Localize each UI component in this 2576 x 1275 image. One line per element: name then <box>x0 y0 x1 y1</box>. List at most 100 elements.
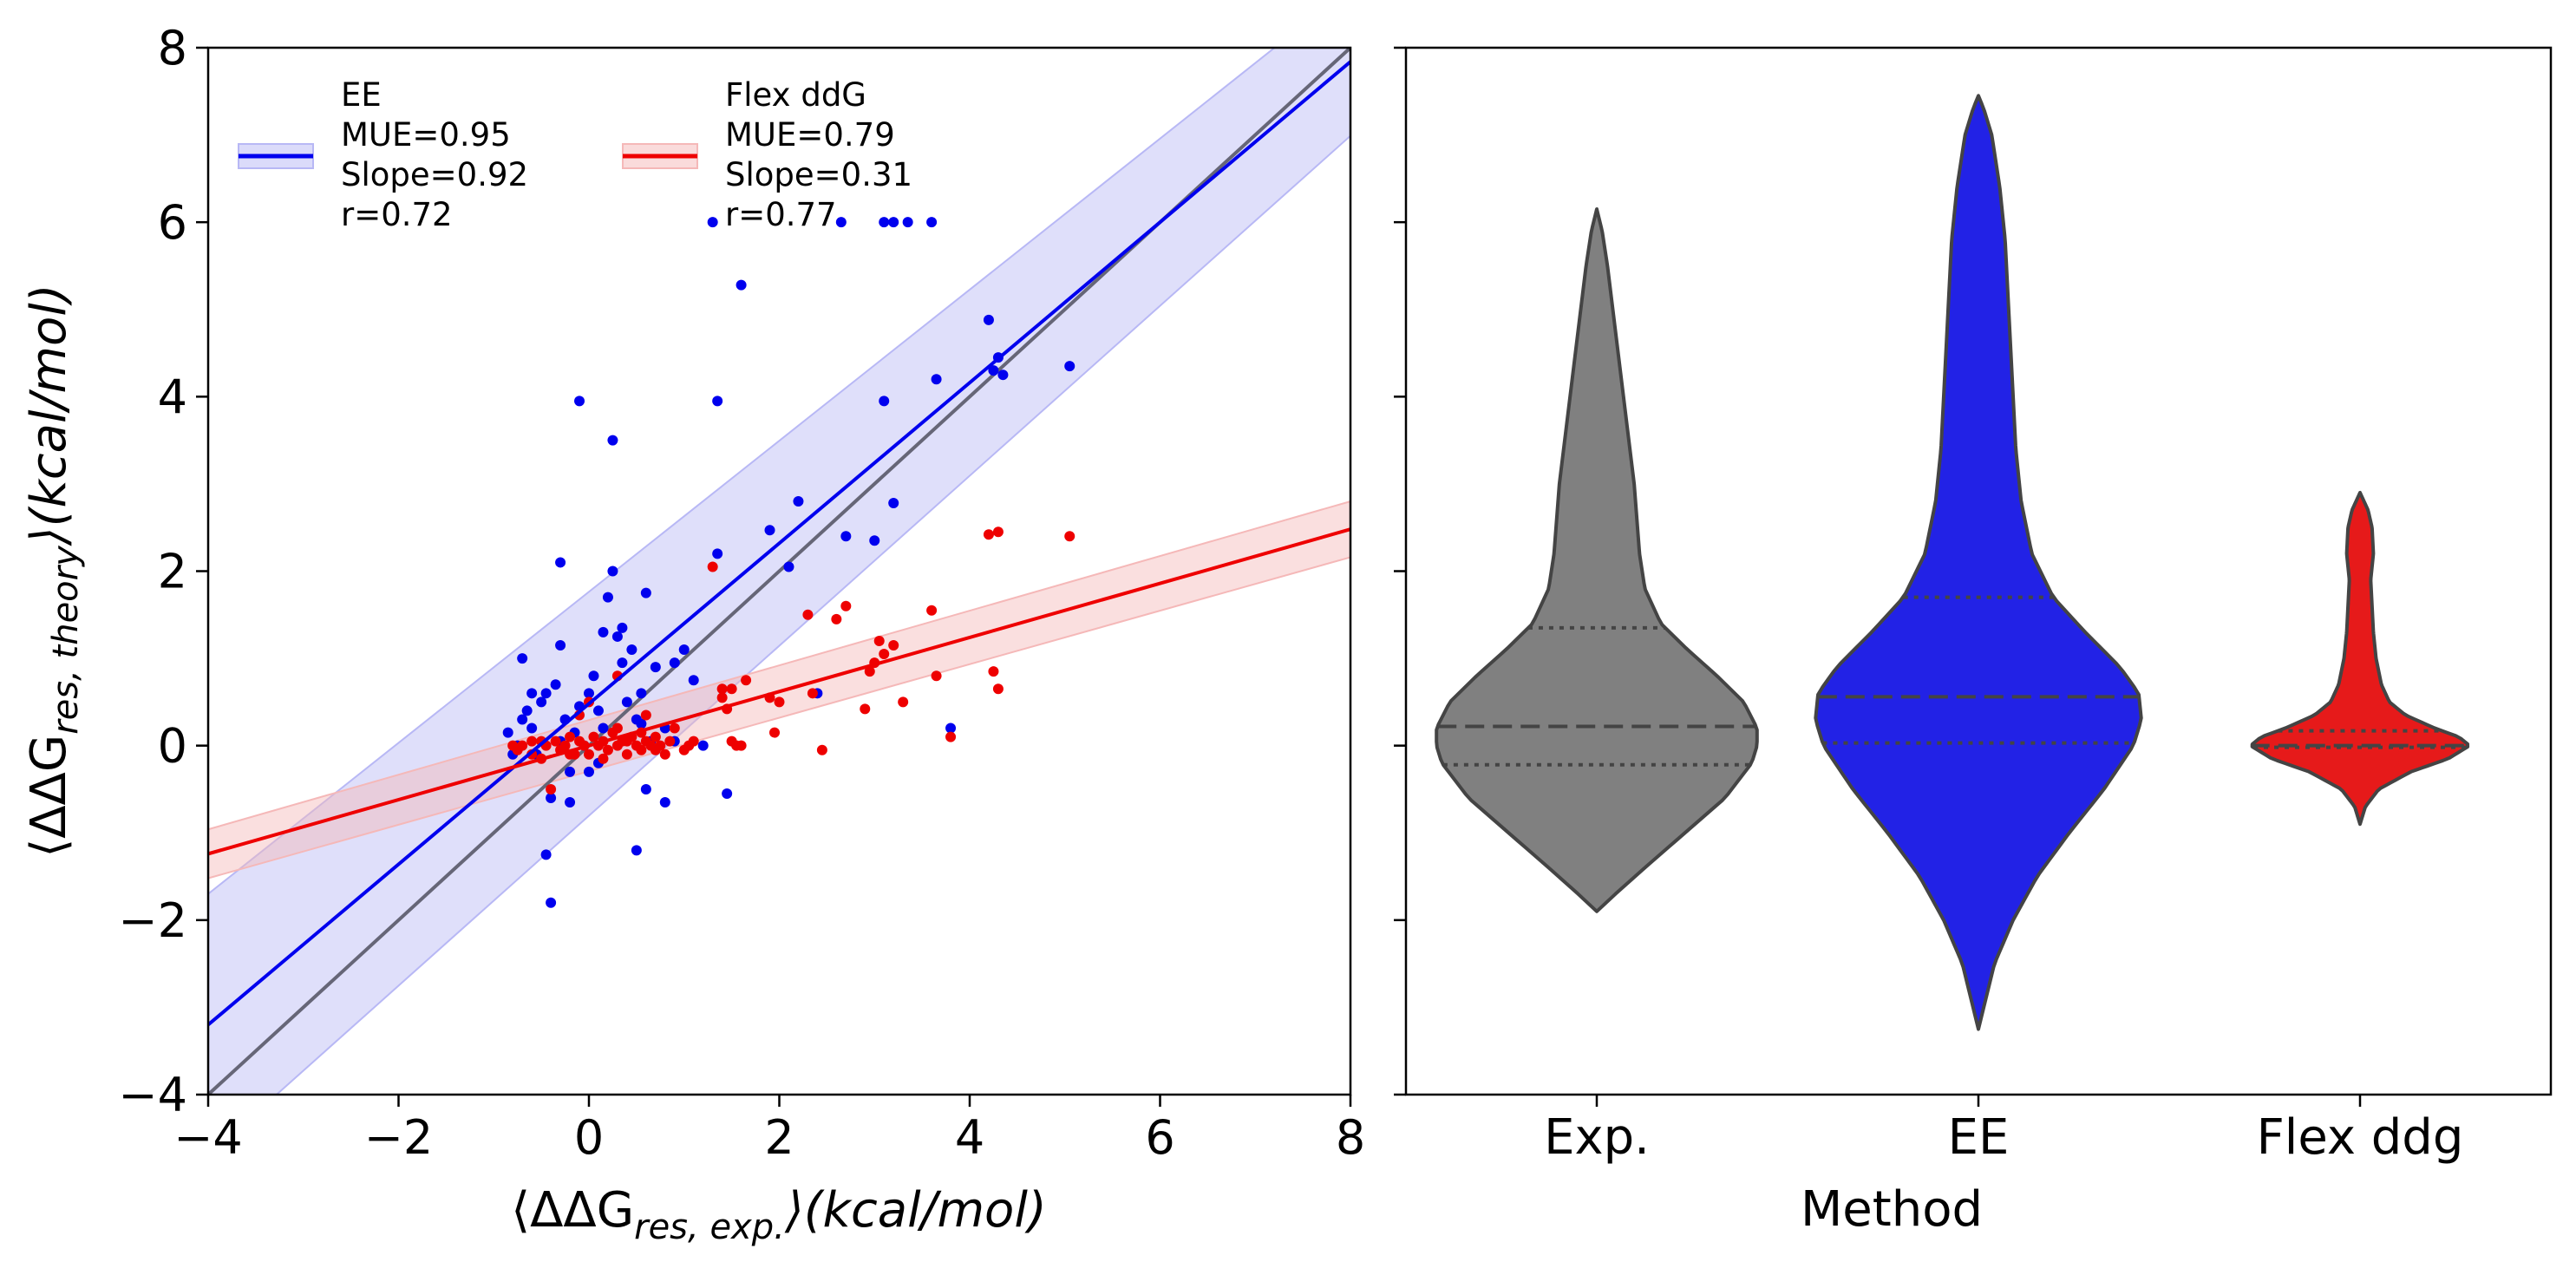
scatter-y-axis-label: ⟨ΔΔGres, theory⟩(kcal/mol) <box>21 284 86 857</box>
ee-point <box>678 644 690 656</box>
legend-entry-text: Flex ddG <box>725 76 866 114</box>
violin-x-axis-label: Method <box>1801 1181 1983 1238</box>
ee-point <box>555 639 566 651</box>
ee-point <box>793 496 804 507</box>
flex-ddg-point <box>669 722 680 734</box>
ee-point <box>640 587 651 598</box>
ee-point <box>945 722 957 734</box>
y-tick-label: −2 <box>118 893 187 948</box>
flex-ddg-point <box>831 613 842 624</box>
x-tick-label: 8 <box>1336 1110 1365 1165</box>
flex-ddg-point <box>688 736 699 747</box>
violin-plot-area <box>1435 94 2470 1031</box>
ee-point <box>611 631 623 642</box>
flex-ddg-point <box>640 709 651 721</box>
ee-point <box>517 653 528 664</box>
flex-ddg-point <box>707 561 718 572</box>
x-tick-label: 0 <box>574 1110 604 1165</box>
flex-ddg-point <box>664 736 676 747</box>
ee-point <box>983 314 994 325</box>
ee-point <box>607 566 618 577</box>
flex-ddg-point <box>584 749 594 760</box>
flex-ddg-point <box>816 744 827 755</box>
ee-point <box>617 657 628 669</box>
y-tick-label: 8 <box>158 21 187 75</box>
ee-point <box>636 688 647 699</box>
flex-ddg-point <box>807 688 818 699</box>
legend-entry-text: MUE=0.79 <box>725 116 895 154</box>
flex-ddg-point <box>840 600 852 611</box>
ee-point <box>617 622 628 633</box>
flex-ddg-point <box>931 670 942 682</box>
flex-ddg-point <box>983 529 994 540</box>
ee-point <box>550 679 561 690</box>
flex-ddg-point <box>565 731 576 742</box>
flex-ddg-point <box>602 744 613 755</box>
flex-ddg-point <box>726 683 737 695</box>
flex-ddg-point <box>517 740 528 751</box>
flex-ddg-point <box>898 696 909 708</box>
flex-ddg-point <box>621 749 632 760</box>
violin-x-ticks: Exp. EE Flex ddg <box>1544 1095 2463 1166</box>
ee-point <box>650 662 661 673</box>
y-tick-label: −4 <box>118 1068 187 1122</box>
flex-ddg-point <box>864 666 875 677</box>
ee-point <box>707 217 718 228</box>
fit-line-ee <box>208 60 1350 1027</box>
violin-category-label: Flex ddg <box>2257 1109 2464 1166</box>
ee-point <box>888 217 899 228</box>
ee-point <box>631 845 642 856</box>
ee-point <box>574 396 585 407</box>
flex-ddg-point <box>860 703 871 715</box>
flex-ddg-point <box>588 731 599 742</box>
flex-ddg-point <box>716 683 728 695</box>
ee-point <box>502 727 513 738</box>
fit-line-flex-ddg <box>208 527 1350 856</box>
violin-exp <box>1435 207 1759 913</box>
ee-point <box>712 548 723 559</box>
ee-point <box>879 396 890 407</box>
flex-ddg-point <box>879 649 890 660</box>
ee-point <box>640 783 651 794</box>
legend-entry-text: Slope=0.92 <box>341 156 528 193</box>
ee-point <box>540 849 552 860</box>
ee-point <box>722 788 733 799</box>
scatter-y-ticks: −4 −2 0 2 4 6 8 <box>118 21 208 1122</box>
ee-point <box>565 797 576 808</box>
ee-point <box>607 435 618 446</box>
violin-flex-ddg <box>2250 490 2470 827</box>
flex-ddg-point <box>774 696 785 708</box>
scatter-x-ticks: −4 −2 0 2 4 6 8 <box>173 1095 1365 1165</box>
ee-point <box>626 644 637 656</box>
ee-point <box>902 217 913 228</box>
flex-ddg-point <box>636 744 647 755</box>
flex-ddg-point <box>546 783 557 794</box>
ee-point <box>546 897 557 908</box>
ee-point <box>517 714 528 725</box>
ee-point <box>598 626 609 638</box>
flex-ddg-point <box>992 526 1004 538</box>
flex-ddg-point <box>802 609 814 620</box>
x-tick-label: 6 <box>1145 1110 1174 1165</box>
ee-point <box>565 766 576 777</box>
flex-ddg-point <box>945 731 957 742</box>
flex-ddg-point <box>621 736 632 747</box>
flex-ddg-point <box>716 692 728 703</box>
ee-point <box>584 688 594 699</box>
flex-ddg-point <box>559 740 571 751</box>
violin-ee <box>1814 94 2143 1031</box>
ee-point <box>669 657 680 669</box>
ee-point <box>988 365 999 376</box>
x-tick-label: 4 <box>955 1110 984 1165</box>
flex-ddg-point <box>650 731 661 742</box>
ee-point <box>536 696 547 708</box>
ee-point <box>540 688 552 699</box>
legend-entry-text: EE <box>341 76 382 114</box>
ee-point <box>526 722 538 734</box>
violin-panel: Exp. EE Flex ddg Method <box>1394 46 2553 1238</box>
flex-ddg-point <box>598 753 609 764</box>
scatter-plot-area <box>208 48 1350 1095</box>
ee-point <box>879 217 890 228</box>
